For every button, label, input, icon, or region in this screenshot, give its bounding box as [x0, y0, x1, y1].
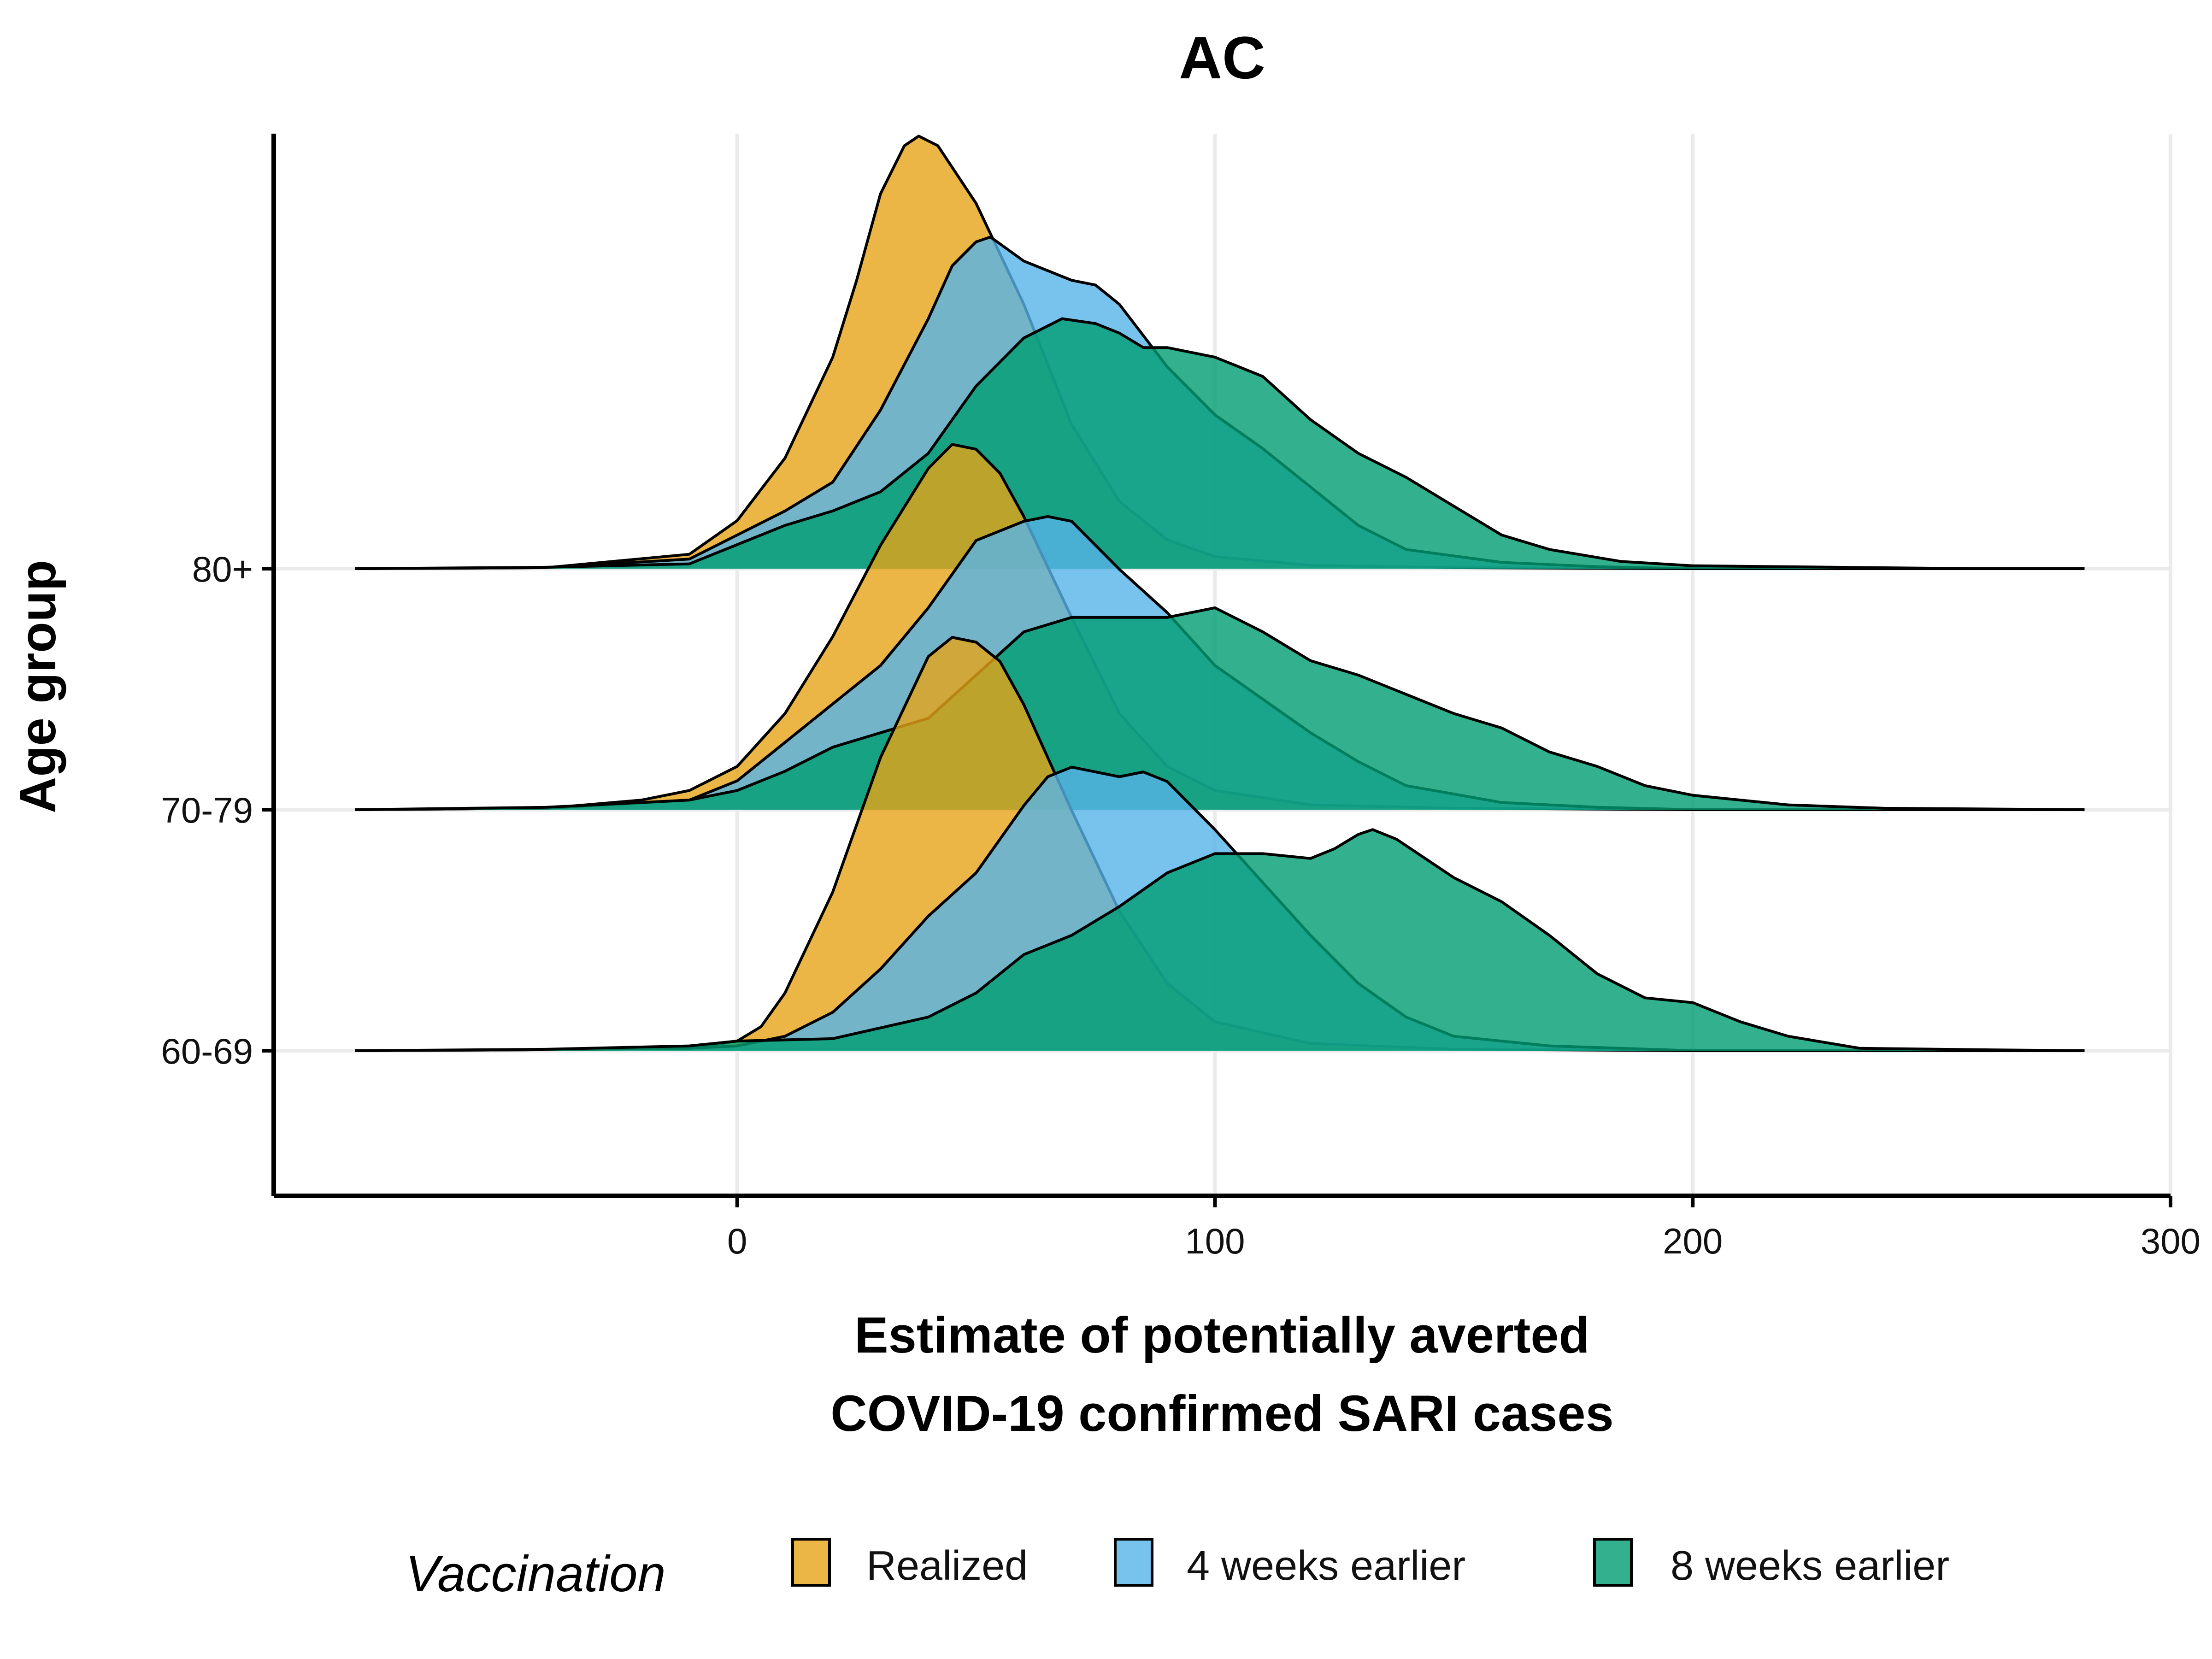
legend-label-4-weeks-earlier: 4 weeks earlier	[1187, 1543, 1465, 1589]
y-tick-label: 60-69	[161, 1031, 253, 1071]
ridge-outline-80plus-8-weeks-earlier	[355, 317, 2085, 570]
legend: Vaccination Realized 4 weeks earlier 8 w…	[406, 1538, 1949, 1602]
ridge-area-80plus-8-weeks-earlier	[355, 318, 2085, 569]
x-tick-label: 200	[1663, 1221, 1723, 1261]
x-tick-label: 0	[727, 1221, 747, 1261]
x-axis-title-line-2: COVID-19 confirmed SARI cases	[830, 1385, 1613, 1442]
legend-key-4-weeks-earlier	[1114, 1538, 1153, 1587]
legend-label-8-weeks-earlier: 8 weeks earlier	[1671, 1543, 1949, 1589]
ridge-area-70-79-realized	[355, 444, 2085, 810]
y-tick-label: 80+	[192, 549, 253, 589]
legend-label-realized: Realized	[866, 1543, 1028, 1589]
axes: 0 100 200 300 80+ 70-79 60-69	[161, 134, 2200, 1261]
y-axis-title: Age group	[10, 560, 66, 813]
legend-key-realized	[791, 1538, 831, 1587]
x-tick-label: 300	[2141, 1221, 2200, 1261]
x-tick-label: 100	[1185, 1221, 1245, 1261]
ridges	[355, 135, 2085, 1052]
ridge-outline-60-69-8-weeks-earlier	[355, 828, 2085, 1052]
ridge-outline-70-79-8-weeks-earlier	[355, 606, 2085, 811]
legend-title: Vaccination	[406, 1546, 666, 1602]
x-axis-title-line-1: Estimate of potentially averted	[854, 1307, 1589, 1364]
y-tick-label: 70-79	[161, 790, 253, 830]
ridge-area-80plus-realized	[355, 136, 2085, 569]
ridge-area-60-69-8-weeks-earlier	[355, 830, 2085, 1051]
ridge-area-70-79-8-weeks-earlier	[355, 607, 2085, 810]
legend-key-8-weeks-earlier	[1593, 1538, 1633, 1587]
chart-title: AC	[1179, 24, 1265, 91]
